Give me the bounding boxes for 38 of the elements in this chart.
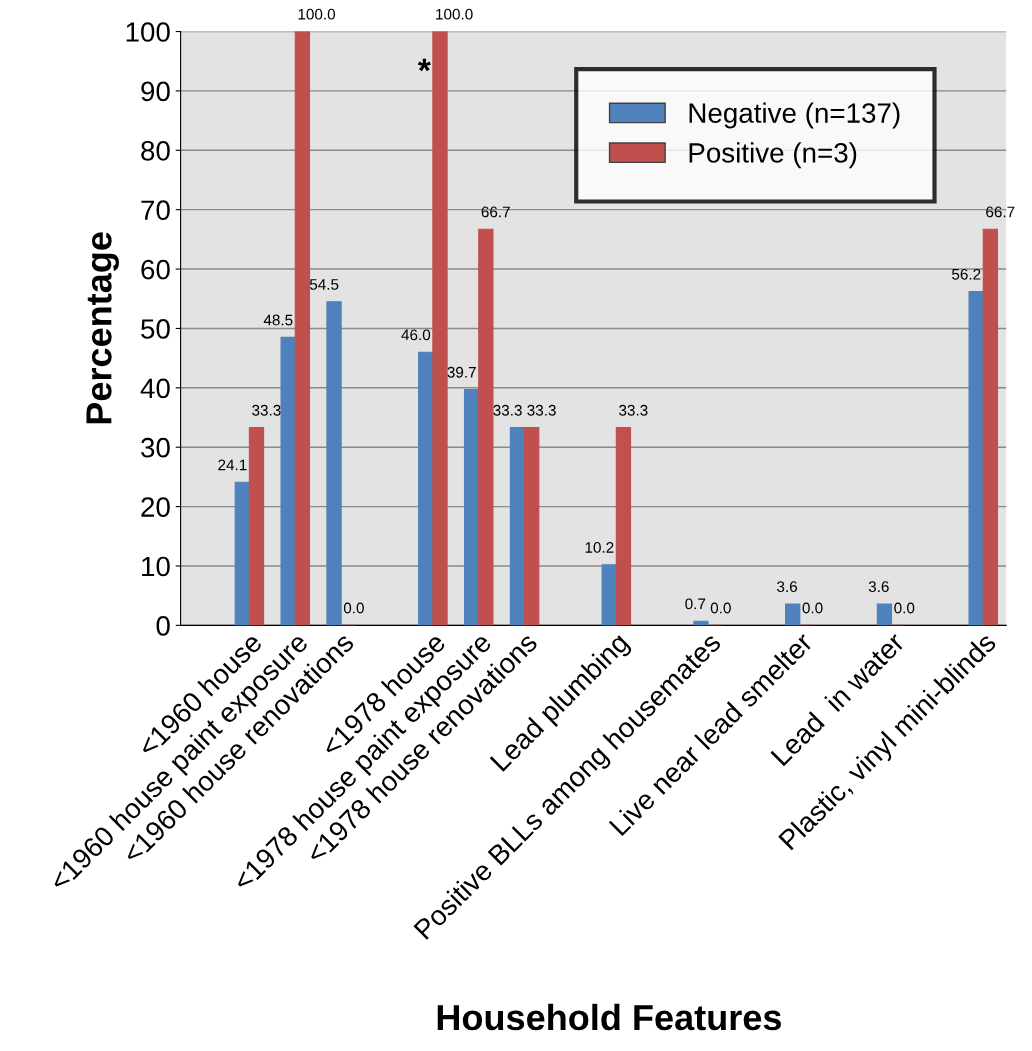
y-tick-label: 40 bbox=[140, 378, 170, 399]
data-label: 33.3 bbox=[252, 404, 281, 416]
y-tick-label: 90 bbox=[141, 81, 170, 102]
y-tick-label: 60 bbox=[141, 259, 170, 280]
y-tick-label: 0 bbox=[156, 616, 170, 636]
y-axis-title: Percentage bbox=[86, 232, 119, 424]
data-label: 39.7 bbox=[447, 366, 476, 378]
y-tick-label: 10 bbox=[142, 556, 170, 577]
data-label: 0.0 bbox=[802, 602, 823, 614]
data-label: 33.3 bbox=[619, 404, 648, 416]
data-label: 100.0 bbox=[298, 8, 336, 20]
data-label: 56.2 bbox=[952, 268, 981, 280]
data-label: 0.0 bbox=[894, 602, 915, 614]
data-label: 48.5 bbox=[263, 314, 293, 326]
y-tick-label: 30 bbox=[141, 437, 170, 458]
y-tick-label: 70 bbox=[141, 200, 170, 221]
data-label: 33.3 bbox=[527, 404, 556, 416]
y-tick-label: 80 bbox=[141, 140, 170, 161]
data-label: 0.0 bbox=[343, 602, 364, 614]
data-label: 24.1 bbox=[218, 459, 247, 471]
y-tick-label: 100 bbox=[126, 22, 170, 42]
data-label: 0.0 bbox=[710, 602, 731, 614]
data-label: 33.3 bbox=[493, 404, 522, 416]
data-label: 0.7 bbox=[685, 598, 706, 610]
y-tick-label: 20 bbox=[141, 497, 170, 517]
y-tick-label: 50 bbox=[141, 319, 170, 339]
data-label: 54.5 bbox=[309, 279, 339, 290]
data-label: 3.6 bbox=[868, 581, 889, 593]
data-label: 46.0 bbox=[401, 329, 431, 341]
data-label: 66.7 bbox=[481, 206, 510, 218]
data-label: 66.7 bbox=[986, 206, 1015, 218]
data-label: 10.2 bbox=[585, 542, 614, 553]
legend-label: Positive (n=3) bbox=[689, 142, 857, 169]
data-label: 3.6 bbox=[777, 581, 797, 593]
x-axis-title: Household Features bbox=[437, 1003, 781, 1031]
annotation: * bbox=[417, 58, 431, 72]
legend-label: Negative (n=137) bbox=[689, 102, 900, 129]
data-label: 100.0 bbox=[436, 8, 473, 20]
